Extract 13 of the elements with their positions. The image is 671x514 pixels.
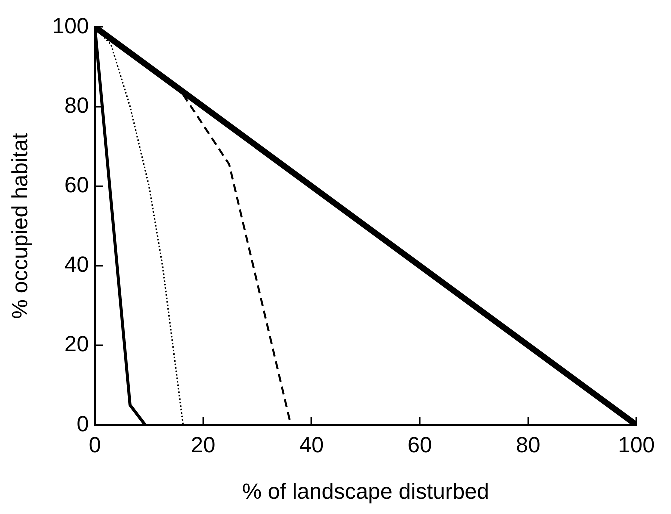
x-axis-title: % of landscape disturbed	[242, 478, 490, 504]
y-axis-title: % occupied habitat	[7, 133, 32, 320]
x-tick-label: 40	[299, 432, 324, 458]
y-tick-label: 60	[64, 172, 90, 198]
x-tick-label: 60	[408, 432, 432, 458]
x-tick-label: 100	[618, 432, 656, 458]
x-tick-label: 20	[191, 432, 216, 458]
x-tick-label: 80	[516, 432, 541, 458]
y-tick-label: 80	[64, 92, 90, 118]
y-tick-label: 20	[64, 332, 90, 357]
y-tick-label: 40	[64, 252, 90, 278]
y-tick-label: 100	[52, 13, 90, 38]
y-tick-label: 0	[76, 411, 90, 436]
